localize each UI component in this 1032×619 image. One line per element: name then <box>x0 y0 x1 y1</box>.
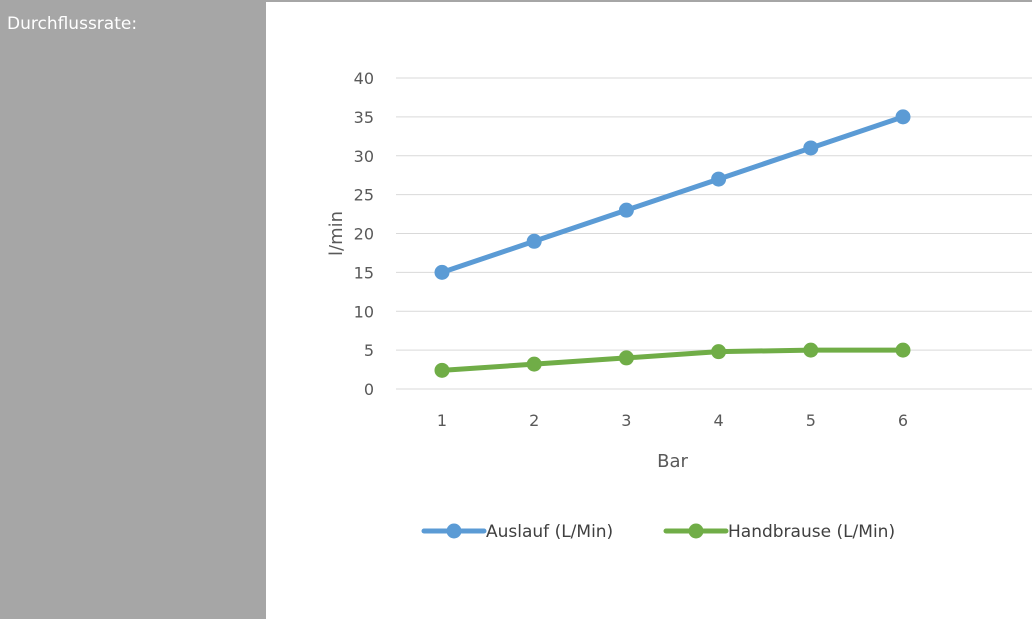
y-tick-label: 35 <box>354 108 374 127</box>
series-line <box>442 350 903 370</box>
data-point <box>619 203 634 218</box>
legend-entry: Auslauf (L/Min) <box>424 522 613 542</box>
y-tick-label: 30 <box>354 147 374 166</box>
legend-marker <box>447 524 462 539</box>
y-tick-label: 10 <box>354 302 374 321</box>
legend-entry: Handbrause (L/Min) <box>666 522 895 542</box>
y-axis-title: l/min <box>326 211 347 256</box>
x-tick-label: 2 <box>529 411 539 430</box>
legend-label: Auslauf (L/Min) <box>486 522 613 542</box>
line-chart: 0 5 10 15 20 25 30 35 40 1 2 3 4 5 6 l/min Bar Auslau… <box>266 2 1032 619</box>
y-tick-label: 25 <box>354 186 374 205</box>
data-point <box>711 344 726 359</box>
x-axis-title: Bar <box>657 451 688 472</box>
x-tick-label: 4 <box>714 411 724 430</box>
legend-marker <box>689 524 704 539</box>
y-tick-label: 5 <box>364 341 374 360</box>
data-point <box>803 140 818 155</box>
y-tick-label: 0 <box>364 380 374 399</box>
x-axis-ticks: 1 2 3 4 5 6 <box>437 411 908 430</box>
chart-area: 0 5 10 15 20 25 30 35 40 1 2 3 4 5 6 l/min Bar Auslau… <box>266 0 1032 619</box>
grid-lines <box>396 78 1032 389</box>
legend-label: Handbrause (L/Min) <box>728 522 895 542</box>
x-tick-label: 3 <box>621 411 631 430</box>
flow-rate-label: Durchflussrate: <box>7 14 137 34</box>
series-lines <box>435 109 911 377</box>
x-tick-label: 6 <box>898 411 908 430</box>
data-point <box>619 350 634 365</box>
y-tick-label: 40 <box>354 69 374 88</box>
x-tick-label: 5 <box>806 411 816 430</box>
legend: Auslauf (L/Min) Handbrause (L/Min) <box>424 522 895 542</box>
data-point <box>435 363 450 378</box>
y-tick-label: 20 <box>354 225 374 244</box>
y-axis-ticks: 0 5 10 15 20 25 30 35 40 <box>354 69 374 399</box>
y-tick-label: 15 <box>354 263 374 282</box>
series-2 <box>435 343 911 378</box>
data-point <box>711 172 726 187</box>
side-panel: Durchflussrate: <box>0 0 266 619</box>
x-tick-label: 1 <box>437 411 447 430</box>
data-point <box>527 234 542 249</box>
data-point <box>803 343 818 358</box>
data-point <box>527 357 542 372</box>
data-point <box>435 265 450 280</box>
data-point <box>896 109 911 124</box>
data-point <box>896 343 911 358</box>
